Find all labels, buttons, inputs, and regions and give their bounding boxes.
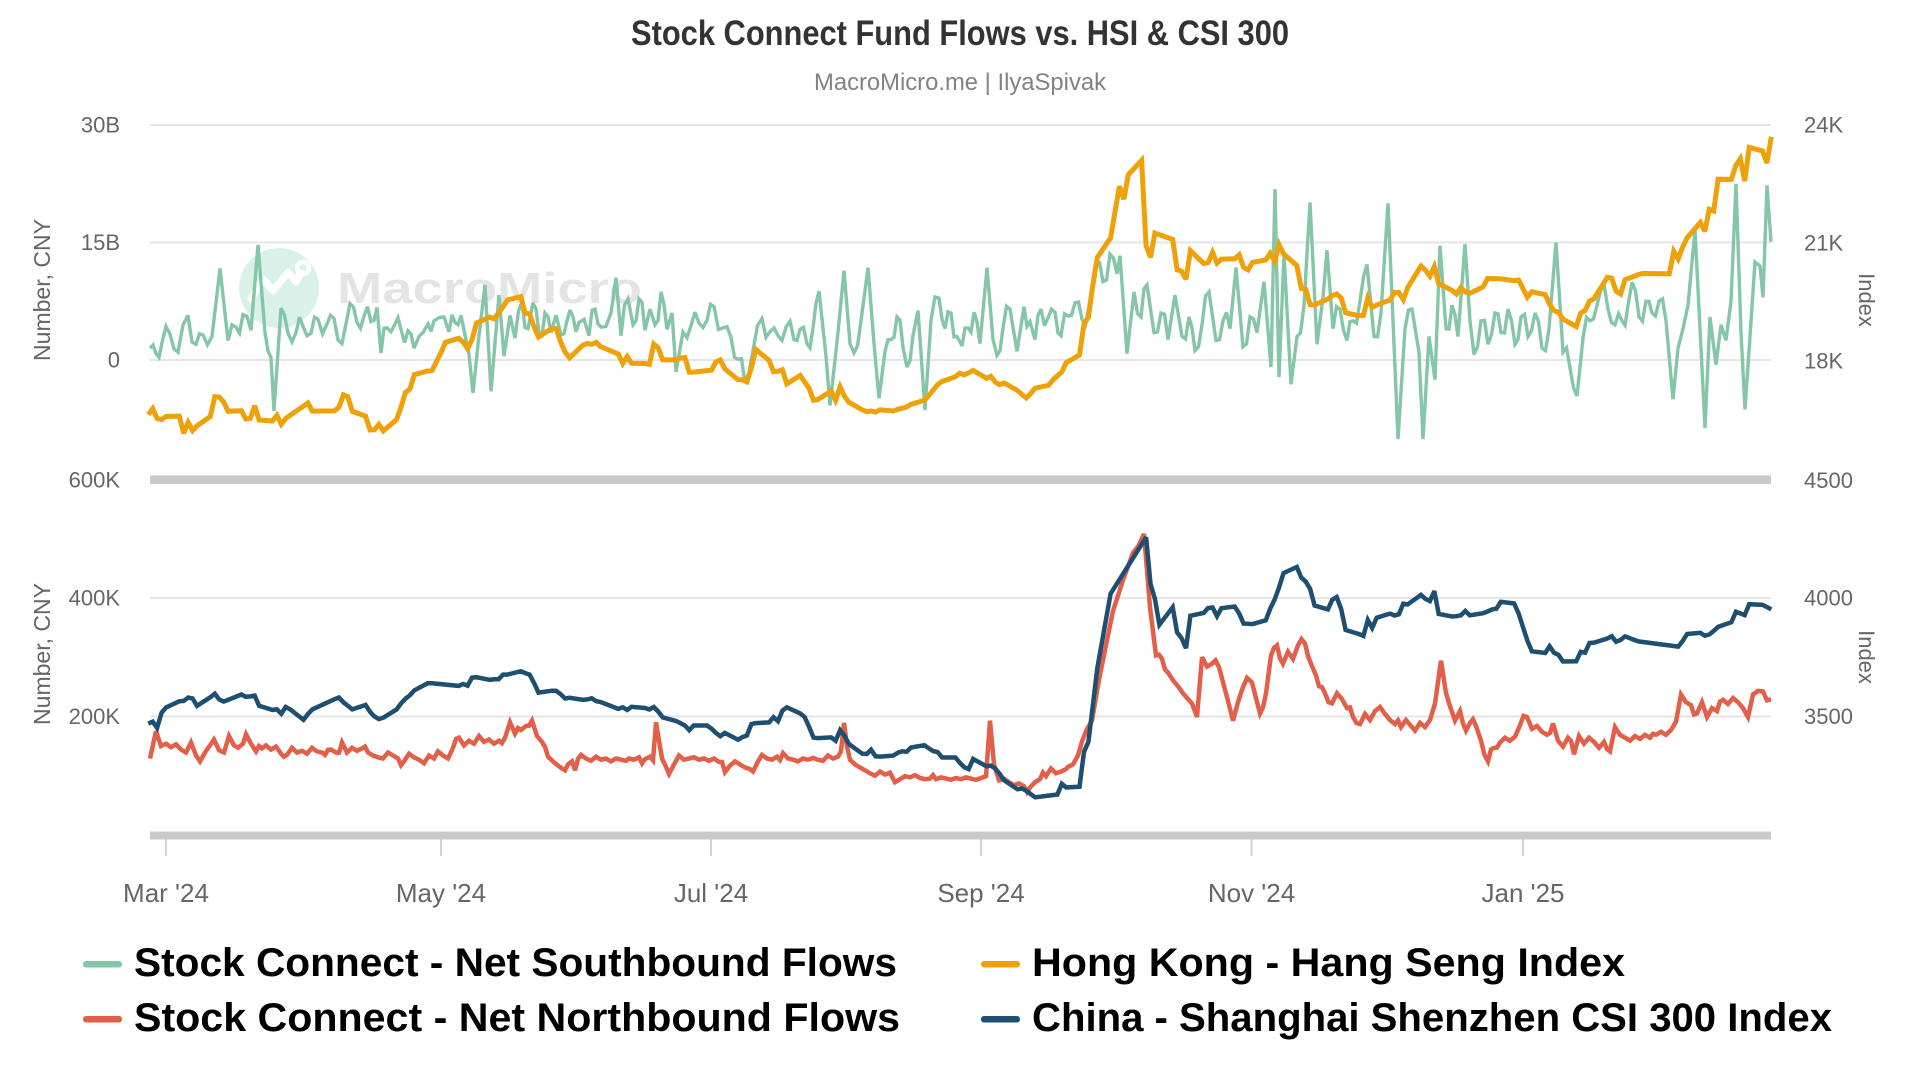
svg-text:18K: 18K	[1804, 349, 1843, 374]
svg-text:MacroMicro.me | IlyaSpivak: MacroMicro.me | IlyaSpivak	[814, 69, 1107, 96]
svg-text:Stock Connect - Net Northbound: Stock Connect - Net Northbound Flows	[134, 996, 900, 1040]
svg-text:Sep '24: Sep '24	[937, 878, 1024, 908]
svg-text:Nov '24: Nov '24	[1208, 878, 1295, 908]
svg-text:24K: 24K	[1804, 113, 1843, 138]
svg-text:21K: 21K	[1804, 231, 1843, 256]
svg-text:600K: 600K	[69, 468, 121, 493]
svg-text:Number, CNY: Number, CNY	[29, 219, 55, 361]
svg-text:Hong Kong - Hang Seng Index: Hong Kong - Hang Seng Index	[1032, 941, 1625, 985]
svg-text:0: 0	[108, 348, 120, 373]
svg-text:MacroMicro: MacroMicro	[337, 264, 642, 313]
svg-text:Mar '24: Mar '24	[123, 878, 209, 908]
svg-text:30B: 30B	[81, 113, 120, 138]
svg-text:Index: Index	[1854, 630, 1879, 684]
svg-text:Index: Index	[1854, 273, 1879, 327]
svg-text:May '24: May '24	[396, 878, 486, 908]
svg-text:Number, CNY: Number, CNY	[29, 583, 55, 725]
svg-text:Jul '24: Jul '24	[674, 878, 748, 908]
svg-text:4500: 4500	[1804, 468, 1853, 493]
svg-text:200K: 200K	[69, 704, 121, 729]
svg-text:400K: 400K	[69, 586, 121, 611]
svg-text:Stock Connect - Net Southbound: Stock Connect - Net Southbound Flows	[134, 941, 897, 985]
svg-text:China - Shanghai Shenzhen CSI: China - Shanghai Shenzhen CSI 300 Index	[1032, 996, 1832, 1040]
svg-text:15B: 15B	[81, 230, 120, 255]
svg-text:3500: 3500	[1804, 704, 1853, 729]
svg-text:4000: 4000	[1804, 586, 1853, 611]
svg-text:Jan '25: Jan '25	[1481, 878, 1564, 908]
svg-text:Stock Connect Fund Flows vs. H: Stock Connect Fund Flows vs. HSI & CSI 3…	[631, 14, 1289, 53]
